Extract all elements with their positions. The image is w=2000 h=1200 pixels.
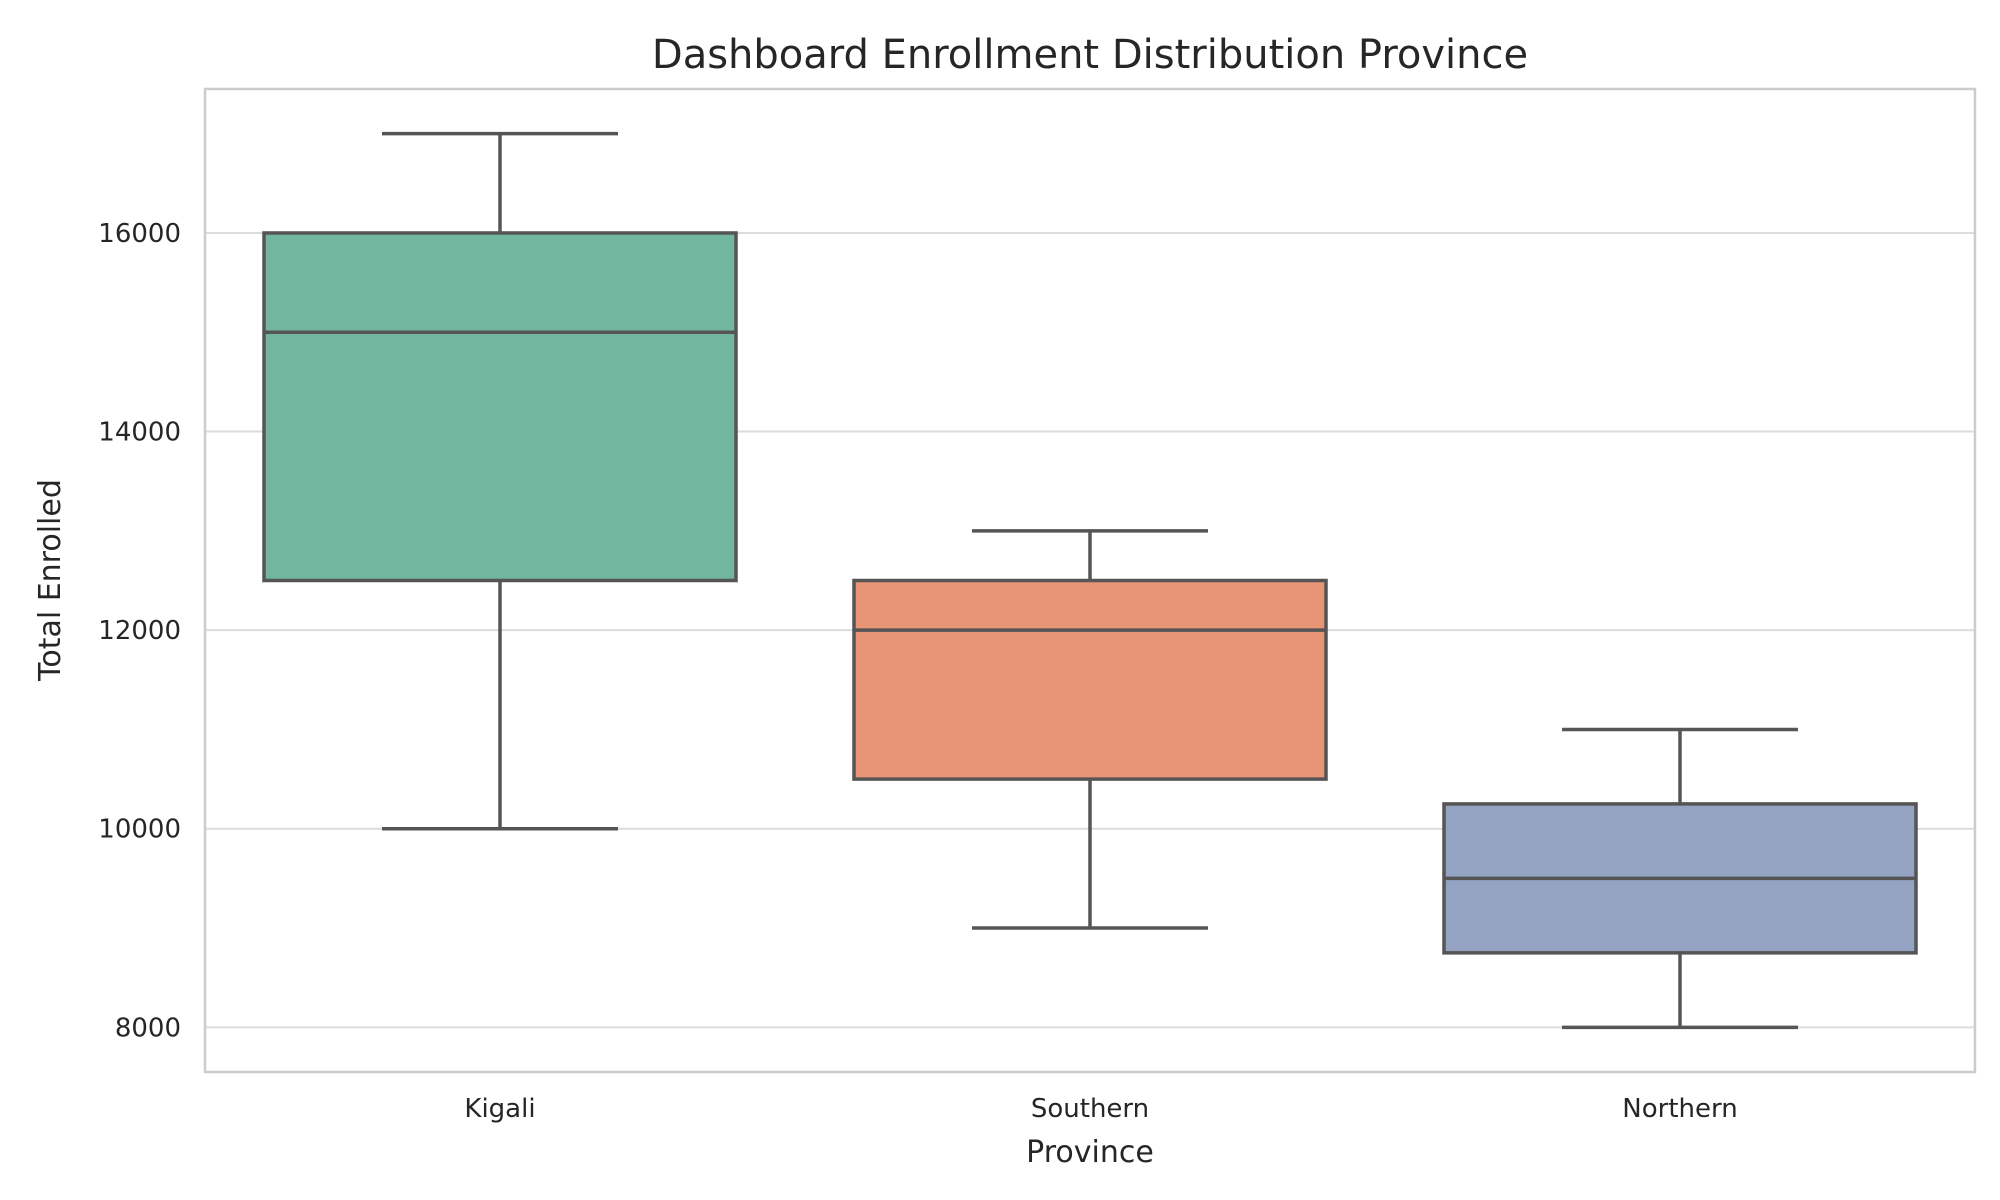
x-tick-label: Northern — [1622, 1094, 1737, 1124]
x-tick-label: Southern — [1031, 1094, 1149, 1124]
y-tick-label: 14000 — [98, 418, 181, 448]
iqr-box — [852, 578, 1328, 781]
plot-frame — [203, 87, 1977, 1074]
boxes — [262, 131, 1918, 1030]
y-tick-label: 10000 — [98, 815, 181, 845]
box-group-southern — [852, 529, 1328, 930]
y-tick-labels: 8000 10000 12000 14000 16000 — [98, 219, 181, 1043]
y-tick-label: 12000 — [98, 616, 181, 646]
y-tick-label: 16000 — [98, 219, 181, 249]
box-group-northern — [1442, 727, 1918, 1030]
box-group-kigali — [262, 131, 738, 831]
x-axis-label: Province — [1026, 1135, 1154, 1170]
y-axis-label: Total Enrolled — [33, 479, 68, 682]
y-tick-label: 8000 — [115, 1013, 181, 1043]
iqr-box — [262, 231, 738, 583]
x-tick-labels: Kigali Southern Northern — [464, 1094, 1737, 1124]
x-tick-label: Kigali — [464, 1094, 535, 1124]
chart-title: Dashboard Enrollment Distribution Provin… — [652, 32, 1528, 78]
